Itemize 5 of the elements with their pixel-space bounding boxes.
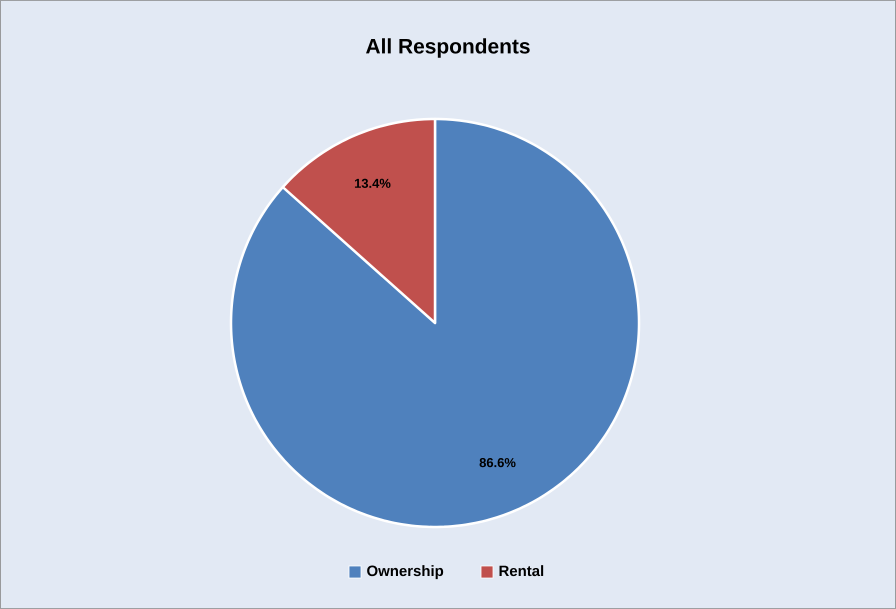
chart-title: All Respondents: [366, 38, 530, 58]
legend-label: Ownership: [367, 565, 444, 580]
data-label: 13.4%: [354, 178, 391, 188]
data-label: 86.6%: [480, 458, 516, 468]
legend-label: Rental: [500, 565, 544, 576]
